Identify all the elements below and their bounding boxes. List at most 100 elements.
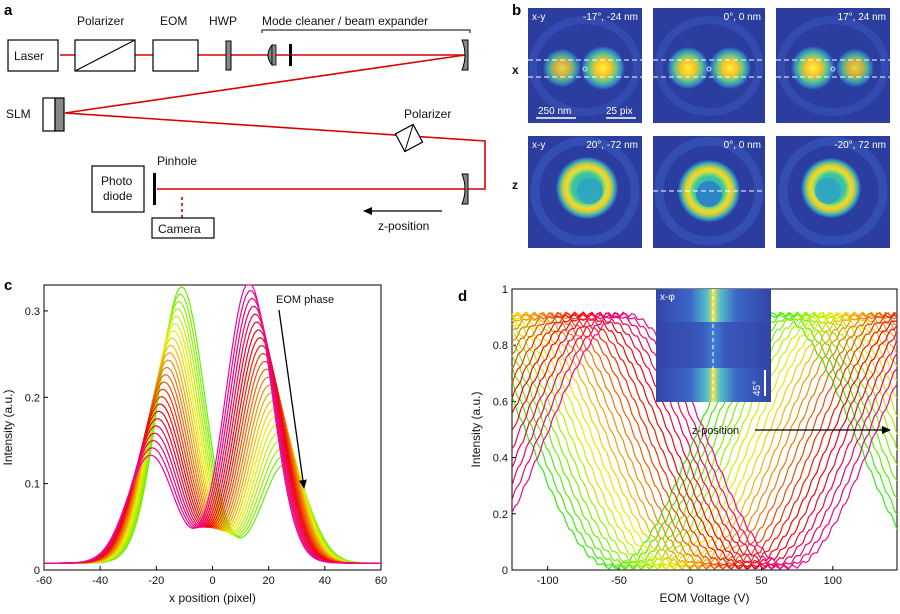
panel-label-d: d xyxy=(458,288,467,305)
chart-d-series xyxy=(511,312,898,570)
panel-label-c: c xyxy=(4,277,12,294)
psf-cell-1-tl: x-y xyxy=(532,12,545,23)
chart-d-ytick-label: 1 xyxy=(502,284,508,296)
chart-d-xlabel: EOM Voltage (V) xyxy=(659,591,749,605)
chart-c-xtick-label: 60 xyxy=(375,575,387,587)
chart-d-series xyxy=(511,312,898,570)
chart-d-series xyxy=(511,311,897,570)
z-position-label-d: z-position xyxy=(692,425,739,437)
pinhole-label: Pinhole xyxy=(157,154,197,168)
chart-c-xtick-label: -40 xyxy=(92,575,108,587)
chart-c-series xyxy=(44,344,381,564)
eom-label: EOM xyxy=(160,14,187,28)
chart-c-series xyxy=(44,368,381,564)
chart-d-series xyxy=(511,312,898,570)
psf-image-z-3 xyxy=(776,136,890,248)
chart-c-xtick-label: -20 xyxy=(148,575,164,587)
slm-frame xyxy=(42,97,56,132)
panel-label-b: b xyxy=(512,2,521,19)
inset-x-phi-image: x-φ 45° xyxy=(656,289,771,402)
chart-d-ytick-label: 0.8 xyxy=(493,340,508,352)
psf-image-z-1 xyxy=(528,136,642,248)
chart-d-ytick-label: 0 xyxy=(502,565,508,577)
photodiode-box xyxy=(91,165,145,213)
chart-c-xtick-label: 40 xyxy=(319,575,331,587)
laser-label: Laser xyxy=(14,49,44,63)
psf-cell-1-tr: -17°, -24 nm xyxy=(583,12,638,23)
row-label-x: x xyxy=(512,63,519,77)
chart-d-xtick-label: 0 xyxy=(687,575,693,587)
polarizer1-label: Polarizer xyxy=(77,14,124,28)
chart-c-ytick-label: 0 xyxy=(34,565,40,577)
chart-d-xtick-label: 50 xyxy=(755,575,767,587)
mode-cleaner-bracket xyxy=(261,29,471,33)
chart-c-xlabel: x position (pixel) xyxy=(169,591,256,605)
chart-d-series xyxy=(511,311,898,570)
psf-image-x-3 xyxy=(776,8,890,123)
chart-c-series xyxy=(44,366,381,564)
slm-label: SLM xyxy=(6,107,31,121)
camera-box xyxy=(151,217,215,239)
scale-bar-nm: 250 nm xyxy=(538,106,571,117)
psf-cell-4-tr: 20°, -72 nm xyxy=(586,140,638,151)
chart-c-ylabel: Intensity (a.u.) xyxy=(1,389,15,465)
polarizer2-element xyxy=(394,123,424,153)
polarizer1-diagonal xyxy=(74,39,136,72)
psf-image-x-1 xyxy=(528,8,642,123)
mode-cleaner-label: Mode cleaner / beam expander xyxy=(262,14,428,28)
pinhole-plate xyxy=(153,173,156,205)
hwp-plate xyxy=(225,40,232,71)
chart-d-xtick-label: 100 xyxy=(824,575,842,587)
chart-c-ytick-label: 0.1 xyxy=(25,479,40,491)
photodiode-label-2: diode xyxy=(103,189,133,203)
row-label-z: z xyxy=(512,178,518,192)
eom-box xyxy=(152,39,199,72)
lens-holder xyxy=(271,44,277,66)
chart-d-ytick-label: 0.6 xyxy=(493,396,508,408)
slm-panel xyxy=(54,97,65,132)
chart-d-series xyxy=(511,311,898,570)
chart-d-series xyxy=(511,311,898,570)
hwp-label: HWP xyxy=(209,14,237,28)
scale-bar-pix: 25 pix xyxy=(606,106,633,117)
photodiode-label-1: Photo xyxy=(101,174,133,188)
chart-d-series xyxy=(511,311,898,570)
mirror-icon xyxy=(461,39,469,71)
chart-c: -60 -40 -20 0 20 40 60 0 0.1 0.2 0.3 x position (pi… xyxy=(1,284,387,605)
laser-box xyxy=(7,39,59,72)
chart-c-ytick-label: 0.2 xyxy=(25,392,40,404)
chart-d-xtick-label: -50 xyxy=(611,575,627,587)
chart-d-series xyxy=(511,311,898,570)
psf-cell-4-tl: x-y xyxy=(532,140,545,151)
psf-cell-6-tr: -20°, 72 nm xyxy=(834,140,886,151)
panel-label-a: a xyxy=(4,2,13,19)
inset-label: x-φ xyxy=(660,292,675,303)
chart-d-ylabel: Intensity (a.u.) xyxy=(469,391,483,467)
chart-c-xtick-label: -60 xyxy=(36,575,52,587)
chart-d-ytick-label: 0.2 xyxy=(493,509,508,521)
mirror2-icon xyxy=(461,173,469,205)
chart-c-series xyxy=(44,345,381,564)
chart-d-series xyxy=(511,311,898,570)
z-position-label: z-position xyxy=(378,219,429,233)
lens-icon xyxy=(267,43,273,67)
inset-scale-label: 45° xyxy=(752,381,763,396)
chart-d-series xyxy=(511,311,898,570)
chart-c-series xyxy=(44,284,381,564)
psf-cell-2-tr: 0°, 0 nm xyxy=(724,12,761,23)
chart-c-ytick-label: 0.3 xyxy=(25,306,40,318)
polarizer2-label: Polarizer xyxy=(404,107,451,121)
chart-d-xtick-label: -100 xyxy=(537,575,559,587)
chart-d-series xyxy=(511,311,898,570)
chart-d-series xyxy=(511,311,898,570)
chart-d-series xyxy=(511,311,898,570)
chart-d: -100 -50 0 50 100 0 0.2 0.4 0.6 0.8 1 EOM Voltage (… xyxy=(469,284,898,605)
psf-cell-5-tr: 0°, 0 nm xyxy=(724,140,761,151)
psf-image-z-2 xyxy=(653,136,765,248)
chart-d-ytick-label: 0.4 xyxy=(493,453,508,465)
eom-phase-label: EOM phase xyxy=(276,294,334,306)
chart-c-xtick-label: 0 xyxy=(209,575,215,587)
eom-phase-arrow xyxy=(278,309,307,489)
pinhole-aperture xyxy=(289,44,292,66)
